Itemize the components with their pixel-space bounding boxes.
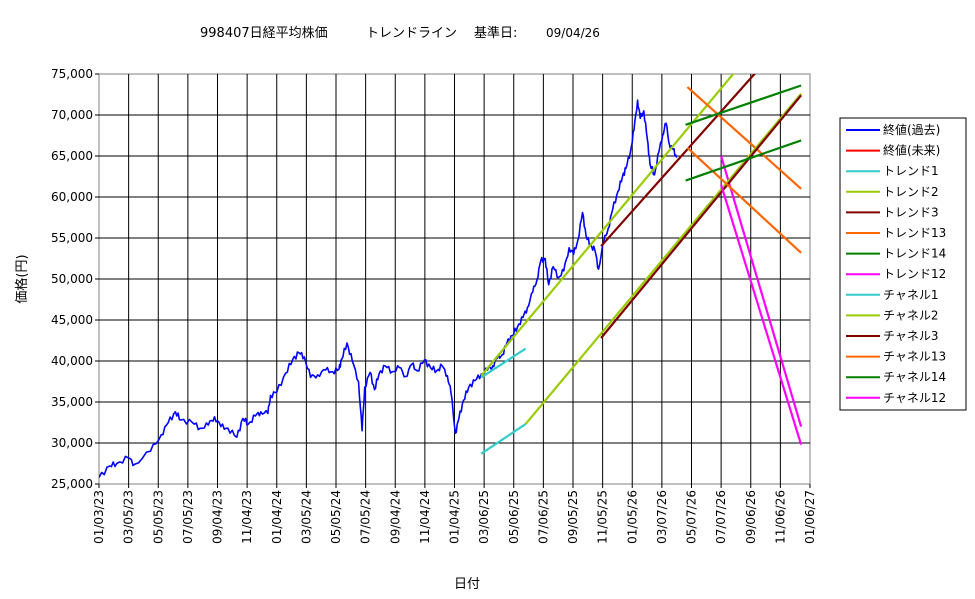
y-tick-label: 70,000 bbox=[51, 108, 93, 122]
x-axis-ticks: 01/03/23 03/05/23 05/05/23 07/05/23 09/04/23… bbox=[92, 484, 817, 544]
series-line bbox=[99, 99, 678, 478]
y-tick-label: 30,000 bbox=[51, 436, 93, 450]
series-layer bbox=[99, 74, 803, 478]
y-tick-label: 55,000 bbox=[51, 231, 93, 245]
series-line bbox=[685, 139, 802, 182]
legend-label: チャネル1 bbox=[883, 288, 939, 302]
series-line bbox=[600, 74, 756, 247]
y-axis-title: 価格(円) bbox=[14, 254, 30, 303]
y-tick-label: 60,000 bbox=[51, 190, 93, 204]
x-tick-label: 11/05/25 bbox=[596, 490, 610, 544]
x-tick-label: 01/04/25 bbox=[448, 490, 462, 544]
x-tick-label: 01/06/27 bbox=[803, 490, 817, 544]
series-line bbox=[600, 94, 802, 339]
series-line bbox=[686, 86, 802, 190]
chart-title-base-date: 09/04/26 bbox=[546, 26, 600, 40]
x-tick-label: 11/04/23 bbox=[240, 490, 254, 544]
x-tick-label: 05/06/25 bbox=[507, 490, 521, 544]
legend-label: 終値(未来) bbox=[883, 143, 940, 158]
chart-title-subtitle: トレンドライン bbox=[366, 26, 457, 41]
x-tick-label: 09/06/26 bbox=[744, 490, 758, 544]
y-tick-label: 65,000 bbox=[51, 149, 93, 163]
legend-label: 終値(過去) bbox=[883, 122, 940, 137]
legend-box bbox=[839, 117, 967, 411]
legend-label: トレンド13 bbox=[883, 226, 946, 240]
x-tick-label: 03/05/23 bbox=[122, 490, 136, 544]
x-tick-label: 07/06/25 bbox=[536, 490, 550, 544]
legend-label: トレンド12 bbox=[883, 267, 946, 281]
series-line bbox=[720, 184, 803, 445]
series-line bbox=[524, 92, 802, 425]
x-tick-label: 09/04/23 bbox=[211, 490, 225, 544]
legend: 終値(過去) 終値(未来) トレンド1 トレンド2 トレンド3 トレンド13 トレンド14 ト… bbox=[839, 117, 967, 411]
series-line bbox=[480, 347, 527, 379]
x-tick-label: 01/04/24 bbox=[270, 490, 284, 544]
legend-label: トレンド14 bbox=[883, 247, 946, 261]
x-tick-label: 07/07/26 bbox=[714, 490, 728, 544]
x-tick-label: 01/05/26 bbox=[625, 490, 639, 544]
x-tick-label: 03/07/26 bbox=[655, 490, 669, 544]
x-tick-label: 03/05/24 bbox=[299, 490, 313, 544]
y-tick-label: 40,000 bbox=[51, 354, 93, 368]
gridlines bbox=[99, 74, 810, 484]
x-tick-label: 11/04/24 bbox=[418, 490, 432, 544]
series-line bbox=[480, 423, 527, 455]
series-line bbox=[720, 155, 803, 427]
x-tick-label: 07/05/23 bbox=[181, 490, 195, 544]
legend-label: トレンド1 bbox=[883, 164, 939, 178]
x-tick-label: 09/04/24 bbox=[388, 490, 402, 544]
x-axis-title: 日付 bbox=[454, 577, 480, 592]
legend-label: チャネル14 bbox=[883, 370, 946, 384]
series-line bbox=[685, 84, 802, 126]
x-tick-label: 01/03/23 bbox=[92, 490, 106, 544]
legend-label: トレンド3 bbox=[883, 205, 939, 219]
legend-label: チャネル12 bbox=[883, 391, 946, 405]
x-tick-label: 05/07/26 bbox=[685, 490, 699, 544]
legend-label: チャネル3 bbox=[883, 329, 939, 343]
y-tick-label: 75,000 bbox=[51, 67, 93, 81]
chart-title-base-label: 基準日: bbox=[474, 25, 517, 41]
x-tick-label: 07/05/24 bbox=[359, 490, 373, 544]
y-axis-ticks: 25,000 30,000 35,000 40,000 45,000 50,000 55,0… bbox=[51, 67, 99, 491]
chart-title-code: 998407日経平均株価 bbox=[200, 26, 328, 41]
y-tick-label: 25,000 bbox=[51, 477, 93, 491]
y-tick-label: 35,000 bbox=[51, 395, 93, 409]
legend-label: トレンド2 bbox=[883, 185, 939, 199]
x-tick-label: 05/05/23 bbox=[151, 490, 165, 544]
x-tick-label: 11/06/26 bbox=[773, 490, 787, 544]
legend-label: チャネル13 bbox=[883, 350, 946, 364]
x-tick-label: 09/05/25 bbox=[566, 490, 580, 544]
x-tick-label: 05/05/24 bbox=[329, 490, 343, 544]
series-line bbox=[686, 146, 802, 254]
x-tick-label: 03/06/25 bbox=[477, 490, 491, 544]
legend-label: チャネル2 bbox=[883, 308, 939, 322]
y-tick-label: 50,000 bbox=[51, 272, 93, 286]
y-tick-label: 45,000 bbox=[51, 313, 93, 327]
